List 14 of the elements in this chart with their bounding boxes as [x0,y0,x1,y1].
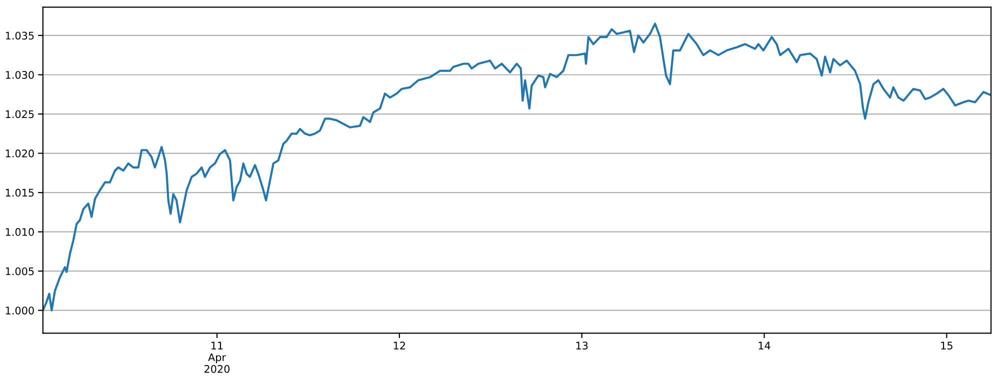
y-tick-label: 1.025 [6,110,34,118]
x-tick-label: 11 Apr 2020 [204,342,230,373]
y-tick-label: 1.020 [6,150,34,158]
line-series [42,22,992,312]
y-tick-label: 1.005 [6,267,34,276]
y-tick-label: 1.035 [6,32,34,40]
y-tick-label: 1.030 [6,70,34,79]
x-tick-label: 14 [758,342,770,350]
x-tick-label: 12 [394,342,405,350]
x-tick-label: 13 [576,342,588,350]
y-tick-label: 1.010 [6,228,34,236]
x-tick-label: 15 [941,342,952,350]
y-tick-label: 1.000 [6,306,34,314]
y-tick-label: 1.015 [6,188,34,197]
